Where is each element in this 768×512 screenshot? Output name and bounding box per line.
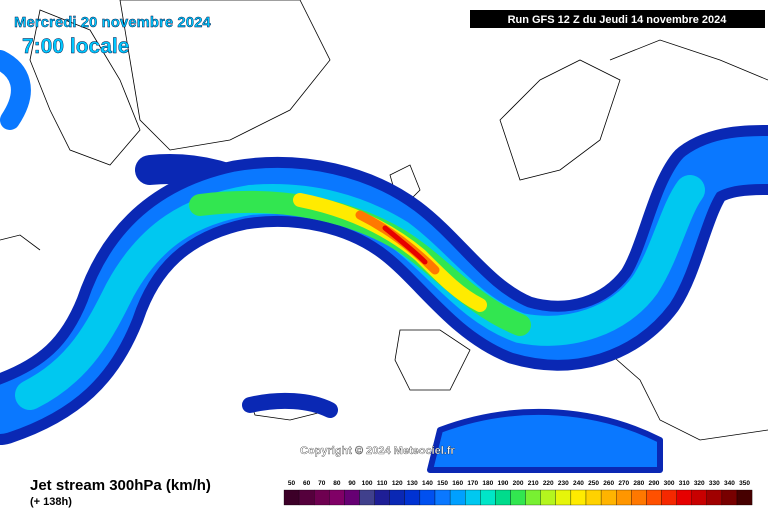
legend-swatch	[374, 489, 390, 506]
date: Mercredi 20 novembre 2024	[14, 14, 211, 31]
legend-label: 210	[528, 480, 539, 487]
footer-title: Jet stream 300hPa (km/h)	[30, 477, 211, 494]
run-box	[470, 10, 765, 28]
lead-time: (+ 138h)	[30, 496, 72, 508]
legend-label: 350	[739, 480, 750, 487]
legend-swatch	[298, 489, 315, 506]
legend-label: 260	[603, 480, 614, 487]
run-info: Run GFS 12 Z du Jeudi 14 novembre 2024	[508, 14, 728, 26]
legend-label: 230	[558, 480, 569, 487]
legend-swatch	[434, 489, 451, 506]
legend-swatch	[661, 489, 677, 506]
legend-swatch	[555, 489, 572, 506]
legend-swatch	[283, 489, 300, 506]
copyright: Copyright © 2024 Meteociel.fr	[300, 445, 456, 457]
legend-label: 140	[422, 480, 433, 487]
legend-swatch	[465, 489, 481, 506]
legend-label: 120	[392, 480, 403, 487]
legend-label: 130	[407, 480, 418, 487]
legend-swatch	[449, 489, 466, 506]
time: 7:00 locale	[22, 35, 129, 58]
legend-swatch	[691, 489, 707, 506]
legend-swatch	[314, 489, 330, 506]
legend-swatch	[495, 489, 511, 506]
legend-swatch	[480, 489, 496, 506]
legend-label: 340	[724, 480, 735, 487]
legend-label: 220	[543, 480, 554, 487]
legend-label: 280	[633, 480, 644, 487]
legend-swatch	[389, 489, 405, 506]
legend-label: 310	[679, 480, 690, 487]
legend-swatch	[616, 489, 632, 506]
legend-label: 170	[467, 480, 478, 487]
legend-swatch	[404, 489, 421, 506]
legend-label: 80	[333, 480, 341, 487]
legend-label: 300	[664, 480, 675, 487]
legend-label: 330	[709, 480, 720, 487]
legend-label: 150	[437, 480, 448, 487]
legend-label: 70	[318, 480, 326, 487]
legend-swatch	[676, 489, 692, 506]
legend-label: 50	[288, 480, 296, 487]
legend-label: 250	[588, 480, 599, 487]
legend-label: 200	[513, 480, 524, 487]
legend-swatch	[329, 489, 345, 506]
jet-stream	[0, 50, 768, 473]
legend-swatch	[736, 489, 753, 506]
legend-label: 180	[482, 480, 493, 487]
legend-swatch	[706, 489, 723, 506]
legend-label: 240	[573, 480, 584, 487]
legend-swatch	[721, 489, 738, 506]
legend-swatch	[570, 489, 587, 506]
legend-label: 100	[362, 480, 373, 487]
legend-label: 190	[498, 480, 509, 487]
legend-swatch	[525, 489, 541, 506]
legend-label: 270	[618, 480, 629, 487]
legend-swatch	[585, 489, 602, 506]
legend-label: 160	[452, 480, 463, 487]
legend-swatch	[344, 489, 360, 506]
legend-label: 90	[348, 480, 356, 487]
legend-swatch	[419, 489, 436, 506]
legend-label: 320	[694, 480, 705, 487]
legend-label: 60	[303, 480, 311, 487]
legend-swatch	[631, 489, 647, 506]
legend-swatch	[600, 489, 617, 506]
legend-swatch	[510, 489, 526, 506]
legend-label: 290	[649, 480, 660, 487]
legend-label: 110	[377, 480, 388, 487]
legend-swatch	[540, 489, 556, 506]
legend-swatch	[646, 489, 662, 506]
legend-swatch	[359, 489, 375, 506]
